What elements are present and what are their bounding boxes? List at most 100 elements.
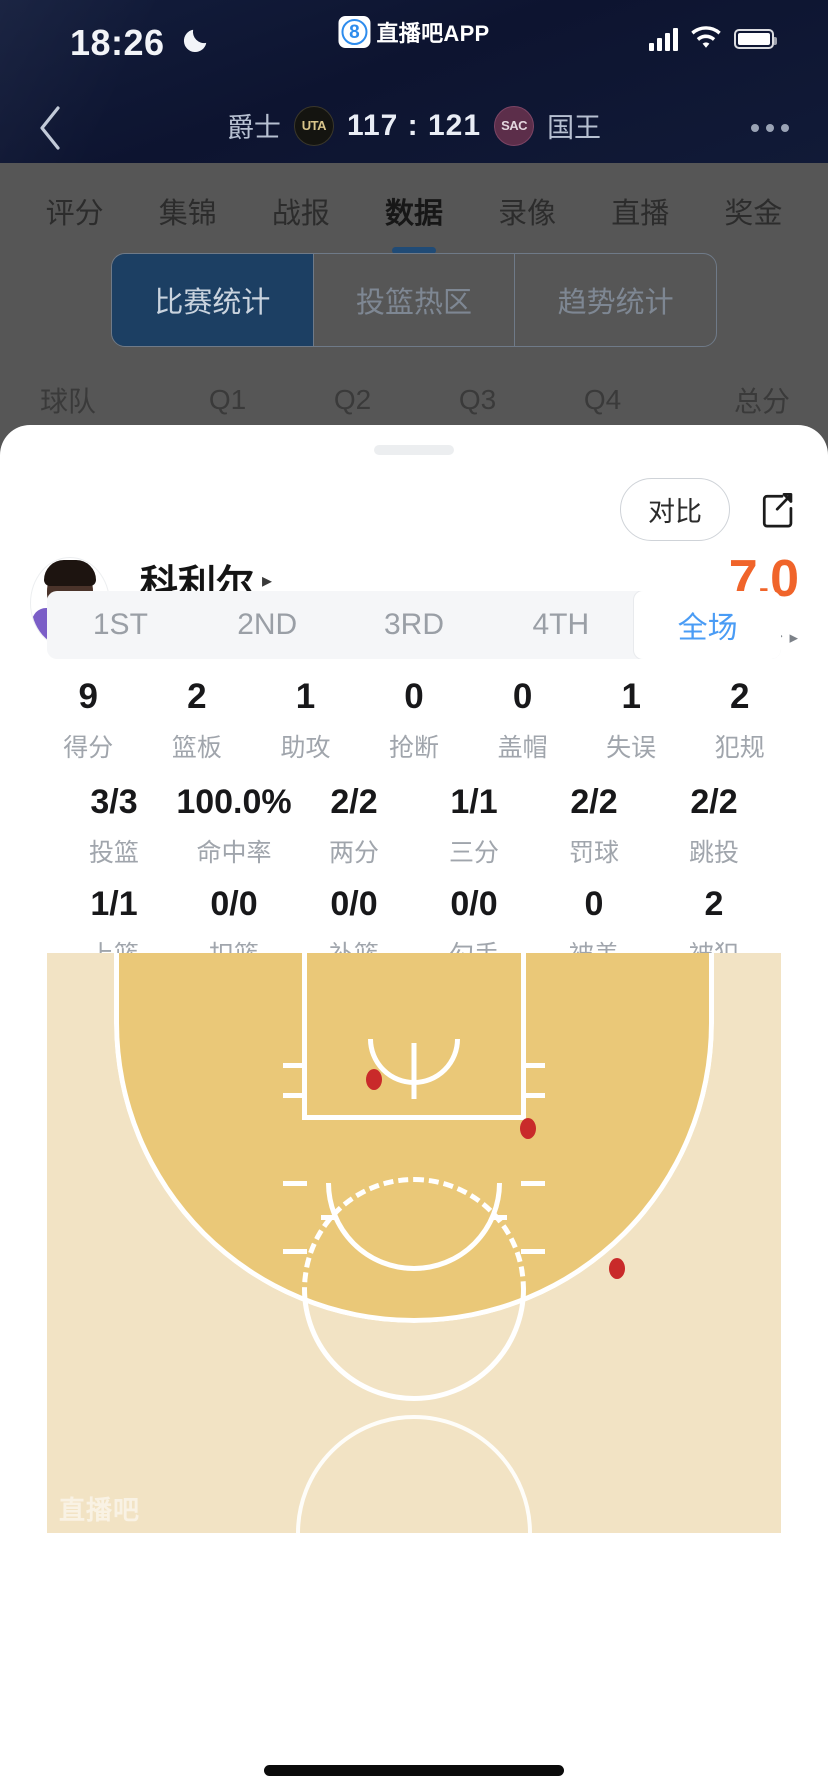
stat-value: 2/2 (690, 783, 738, 821)
stat-value: 0/0 (210, 885, 258, 923)
tab-zhibo[interactable]: 直播 (584, 190, 697, 232)
tab-label: 直播 (611, 197, 670, 230)
stat-label: 助攻 (280, 733, 331, 762)
tab-jiangjin[interactable]: 奖金 (697, 190, 810, 232)
stat-value: 0/0 (330, 885, 378, 923)
segment-match-stats[interactable]: 比赛统计 (112, 254, 313, 346)
stat-label: 抢断 (389, 733, 440, 762)
tab-pingfen[interactable]: 评分 (18, 190, 131, 232)
player-detail-sheet: 对比 科利尔 ▸ 爵士 | 后卫 | 号 7.0 10吧友评分 ▸ 1ST 2N… (0, 425, 828, 1792)
stats-row-shooting: 3/3 投篮 100.0% 命中率 2/2 两分 1/1 三分 2/2 罚球 2… (0, 783, 828, 869)
status-clock: 18:26 (70, 22, 165, 63)
lane-hash-right (521, 1063, 545, 1068)
stat-value: 1/1 (450, 783, 498, 821)
tab-label: 数据 (384, 197, 443, 230)
main-tab-bar: 评分 集锦 战报 数据 录像 直播 奖金 (0, 163, 828, 258)
shot-marker[interactable] (608, 1257, 625, 1279)
quarter-selector: 1ST 2ND 3RD 4TH 全场 (47, 591, 781, 659)
lane-tick-left (321, 1215, 337, 1220)
hero-banner (0, 0, 828, 163)
stat-value: 1 (621, 677, 641, 716)
stat-jumper: 2/2 跳投 (654, 783, 774, 869)
quarter-tab-1st[interactable]: 1ST (92, 608, 148, 641)
stat-steals: 0 抢断 (360, 677, 469, 764)
status-indicators (649, 26, 777, 52)
app-badge[interactable]: 8 直播吧APP (338, 16, 489, 48)
stat-value: 0 (584, 885, 604, 923)
active-tab-underline (391, 246, 436, 254)
sheet-action-bar: 对比 (620, 478, 800, 541)
stat-label: 盖帽 (497, 733, 548, 762)
lane-hash-right (521, 1093, 545, 1098)
stat-fouls: 2 犯规 (685, 678, 794, 764)
drag-handle[interactable] (374, 445, 454, 455)
shot-marker[interactable] (366, 1069, 383, 1090)
stat-value: 100.0% (176, 783, 292, 821)
avatar-hair (44, 560, 96, 586)
stat-free-throw: 2/2 罚球 (534, 784, 654, 869)
stat-fg-pct: 100.0% 命中率 (174, 783, 294, 869)
away-team-name: 国王 (547, 113, 602, 143)
lane-hash-left (283, 1249, 307, 1254)
stat-value: 2 (704, 885, 724, 923)
compare-button[interactable]: 对比 (620, 478, 730, 541)
tab-jijin[interactable]: 集锦 (131, 190, 244, 232)
stat-value: 9 (78, 677, 99, 716)
lane-hash-left (283, 1093, 307, 1098)
shot-marker[interactable] (520, 1118, 537, 1140)
stat-label: 得分 (63, 733, 114, 762)
col-q2: Q2 (333, 384, 372, 415)
stat-label: 投篮 (88, 838, 139, 867)
segment-trend-stats[interactable]: 趋势统计 (514, 254, 716, 346)
stat-value: 3/3 (90, 783, 138, 821)
segment-shot-zones[interactable]: 投篮热区 (312, 254, 515, 346)
court-key-paint (302, 953, 526, 1120)
lane-tick-right (491, 1215, 507, 1220)
col-q4: Q4 (583, 384, 622, 415)
score-nav-bar: 爵士 UTA 117 : 121 SAC 国王 (0, 88, 828, 163)
stat-label: 命中率 (196, 838, 272, 867)
stat-assists: 1 助攻 (251, 678, 360, 764)
stat-value: 2 (187, 677, 207, 716)
stat-fg: 3/3 投篮 (54, 783, 174, 869)
back-chevron-icon[interactable] (24, 102, 76, 154)
lane-hash-left (283, 1181, 307, 1186)
stat-label: 跳投 (688, 838, 739, 867)
stat-two-point: 2/2 两分 (294, 784, 414, 869)
quarter-tab-2nd[interactable]: 2ND (237, 608, 298, 641)
quarter-table-header: 球队 Q1 Q2 Q3 Q4 总分 (0, 370, 828, 430)
court-watermark: 直播吧 (59, 1495, 141, 1525)
share-icon[interactable] (756, 487, 800, 533)
stat-label: 失误 (606, 733, 657, 762)
shot-chart-court[interactable]: 直播吧 (47, 953, 781, 1533)
tab-label: 录像 (498, 197, 557, 230)
stat-value: 1/1 (90, 885, 138, 923)
quarter-tab-3rd[interactable]: 3RD (383, 608, 444, 641)
segmented-control: 比赛统计 投篮热区 趋势统计 (111, 253, 717, 347)
stat-label: 罚球 (568, 838, 619, 867)
crescent-moon-icon (183, 29, 207, 53)
col-total: 总分 (733, 386, 790, 417)
status-bar: 18:26 8 直播吧APP (0, 0, 828, 80)
quarter-tab-full[interactable]: 全场 (634, 591, 781, 659)
chevron-right-icon: ▸ (789, 627, 798, 647)
wifi-icon (691, 26, 721, 48)
stat-value: 0 (404, 677, 424, 716)
tab-zhanbao[interactable]: 战报 (244, 190, 357, 232)
tab-shuju[interactable]: 数据 (357, 190, 470, 254)
stat-label: 两分 (328, 838, 379, 867)
tab-label: 战报 (271, 197, 330, 230)
stat-rebounds: 2 篮板 (143, 677, 252, 764)
quarter-tab-4th[interactable]: 4TH (532, 608, 590, 641)
cellular-signal-icon (649, 27, 678, 51)
stat-value: 0 (512, 677, 533, 716)
col-team: 球队 (40, 386, 97, 417)
stat-blocks: 0 盖帽 (468, 677, 577, 764)
tab-luxiang[interactable]: 录像 (471, 190, 584, 232)
scoreboard[interactable]: 爵士 UTA 117 : 121 SAC 国王 (227, 105, 602, 146)
home-team-logo: UTA (293, 105, 334, 146)
app-logo-icon: 8 (338, 16, 371, 48)
stats-row-primary: 9 得分 2 篮板 1 助攻 0 抢断 0 盖帽 1 失误 2 犯规 (0, 677, 828, 764)
more-dots-icon[interactable] (740, 102, 800, 154)
stat-label: 犯规 (714, 733, 765, 762)
